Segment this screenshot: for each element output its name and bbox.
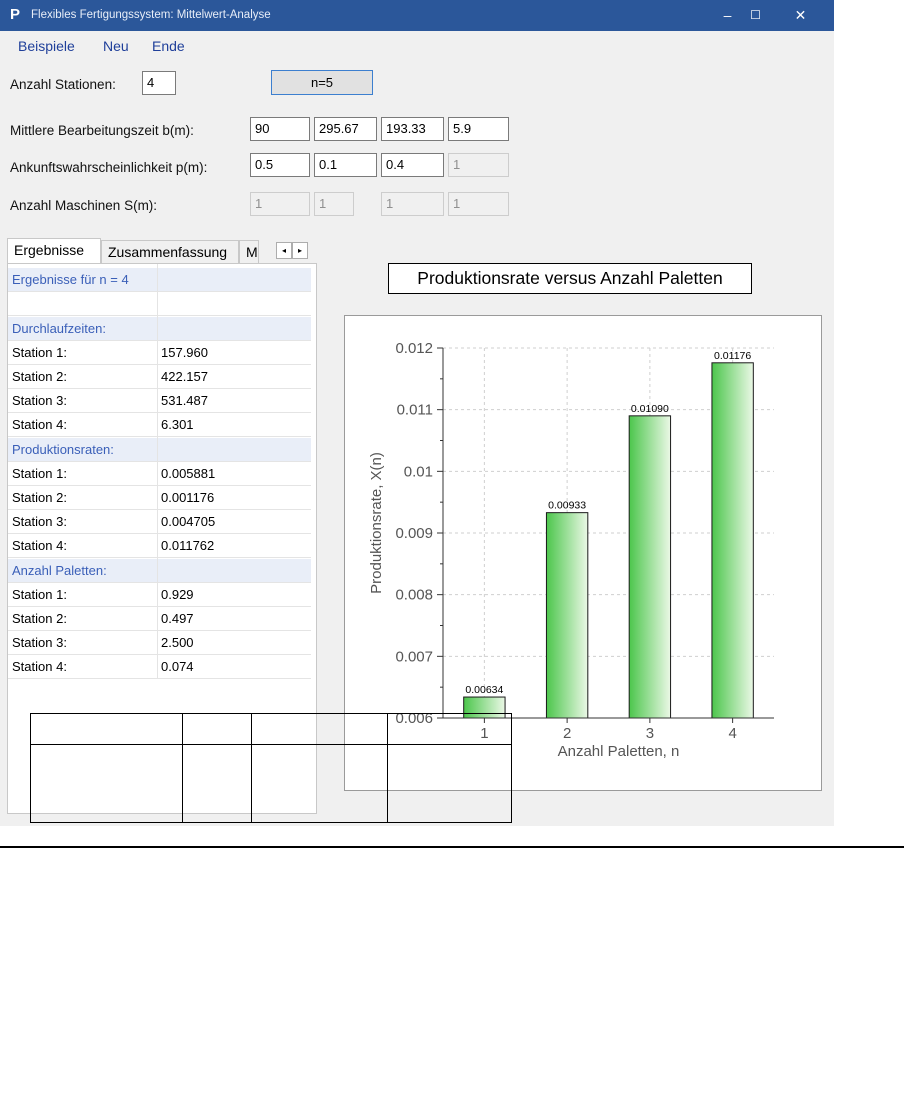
p-input-2[interactable]: 0.1 bbox=[314, 153, 377, 177]
table-row: Station 4: 6.301 bbox=[8, 413, 311, 437]
table-row: Station 2: 0.497 bbox=[8, 607, 311, 631]
s-input-2: 1 bbox=[314, 192, 354, 216]
chart-title: Produktionsrate versus Anzahl Paletten bbox=[388, 263, 752, 294]
table-row: Station 3: 2.500 bbox=[8, 631, 311, 655]
separator-line bbox=[0, 846, 904, 848]
bar-value-label: 0.00634 bbox=[465, 684, 503, 696]
section-header: Anzahl Paletten: bbox=[8, 559, 311, 583]
empty-row bbox=[8, 292, 311, 316]
bar bbox=[711, 362, 754, 719]
menu-ende[interactable]: Ende bbox=[152, 38, 185, 54]
table-row: Station 1: 0.929 bbox=[8, 583, 311, 607]
p-input-1[interactable]: 0.5 bbox=[250, 153, 310, 177]
y-tick-label: 0.012 bbox=[395, 340, 433, 357]
stations-input[interactable]: 4 bbox=[142, 71, 176, 95]
table-row: Station 3: 531.487 bbox=[8, 389, 311, 413]
menu-beispiele[interactable]: Beispiele bbox=[18, 38, 75, 54]
y-tick-label: 0.01 bbox=[404, 463, 433, 480]
table-cell bbox=[30, 744, 183, 823]
section-header: Durchlaufzeiten: bbox=[8, 317, 311, 341]
menu-neu[interactable]: Neu bbox=[103, 38, 129, 54]
table-row: Station 2: 422.157 bbox=[8, 365, 311, 389]
bar-value-label: 0.01176 bbox=[714, 350, 751, 362]
x-tick-label: 4 bbox=[728, 725, 736, 742]
minimize-button[interactable]: – bbox=[723, 7, 732, 23]
p-label: Ankunftswahrscheinlichkeit p(m): bbox=[10, 160, 208, 175]
s-input-4: 1 bbox=[448, 192, 509, 216]
table-cell bbox=[30, 713, 183, 745]
tab-ergebnisse[interactable]: Ergebnisse bbox=[7, 238, 101, 263]
b-input-4[interactable]: 5.9 bbox=[448, 117, 509, 141]
bar-value-label: 0.01090 bbox=[631, 403, 669, 415]
b-input-2[interactable]: 295.67 bbox=[314, 117, 377, 141]
p-input-3[interactable]: 0.4 bbox=[381, 153, 444, 177]
table-cell bbox=[182, 713, 252, 745]
s-label: Anzahl Maschinen S(m): bbox=[10, 198, 158, 213]
b-label: Mittlere Bearbeitungszeit b(m): bbox=[10, 123, 194, 138]
results-header-row: Ergebnisse für n = 4 bbox=[8, 268, 311, 292]
stations-label: Anzahl Stationen: bbox=[10, 77, 116, 92]
table-row: Station 3: 0.004705 bbox=[8, 510, 311, 534]
column-divider bbox=[157, 264, 158, 678]
tab-scroll-left-icon[interactable]: ◂ bbox=[276, 242, 292, 259]
y-tick-label: 0.009 bbox=[395, 525, 433, 542]
results-header: Ergebnisse für n = 4 bbox=[12, 272, 129, 287]
bar bbox=[545, 512, 589, 719]
x-tick-label: 3 bbox=[646, 725, 654, 742]
tab-m[interactable]: M bbox=[239, 240, 259, 263]
table-row: Station 1: 0.005881 bbox=[8, 462, 311, 486]
y-tick-label: 0.008 bbox=[395, 587, 433, 604]
y-tick-label: 0.011 bbox=[397, 402, 433, 419]
table-cell bbox=[387, 713, 512, 745]
b-input-1[interactable]: 90 bbox=[250, 117, 310, 141]
bar bbox=[628, 415, 672, 719]
x-axis-label: Anzahl Paletten, n bbox=[558, 743, 680, 760]
empty-table bbox=[30, 713, 512, 823]
table-row: Station 4: 0.011762 bbox=[8, 534, 311, 558]
menu-bar bbox=[0, 31, 834, 61]
bar-value-label: 0.00933 bbox=[548, 500, 586, 512]
n-button[interactable]: n=5 bbox=[271, 70, 373, 95]
app-icon: P bbox=[10, 6, 21, 23]
table-row: Station 4: 0.074 bbox=[8, 655, 311, 679]
table-cell bbox=[182, 744, 252, 823]
y-axis-label: Produktionsrate, X(n) bbox=[368, 452, 385, 594]
s-input-1: 1 bbox=[250, 192, 310, 216]
y-tick-label: 0.007 bbox=[395, 648, 433, 665]
s-input-3: 1 bbox=[381, 192, 444, 216]
table-cell bbox=[387, 744, 512, 823]
maximize-button[interactable]: ☐ bbox=[750, 8, 761, 22]
tab-zusammenfassung[interactable]: Zusammenfassung bbox=[101, 240, 239, 263]
p-input-4: 1 bbox=[448, 153, 509, 177]
b-input-3[interactable]: 193.33 bbox=[381, 117, 444, 141]
table-cell bbox=[251, 713, 388, 745]
table-row: Station 1: 157.960 bbox=[8, 341, 311, 365]
close-button[interactable]: ✕ bbox=[794, 7, 807, 23]
table-cell bbox=[251, 744, 388, 823]
x-tick-label: 2 bbox=[563, 725, 571, 742]
section-header: Produktionsraten: bbox=[8, 438, 311, 462]
tab-scroll-right-icon[interactable]: ▸ bbox=[292, 242, 308, 259]
window-title: Flexibles Fertigungssystem: Mittelwert-A… bbox=[31, 9, 271, 21]
table-row: Station 2: 0.001176 bbox=[8, 486, 311, 510]
title-bar: P Flexibles Fertigungssystem: Mittelwert… bbox=[0, 0, 834, 31]
